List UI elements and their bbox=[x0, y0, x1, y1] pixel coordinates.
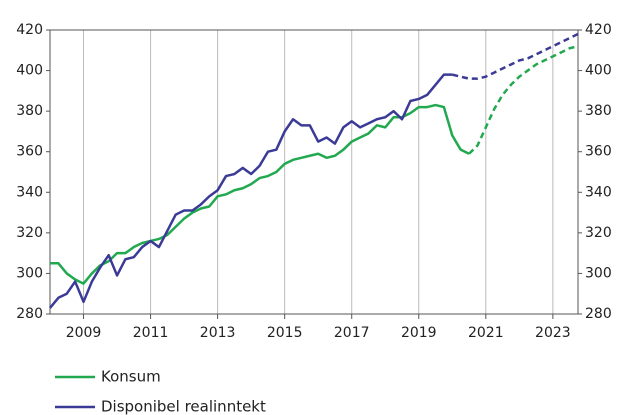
series-line bbox=[50, 103, 470, 285]
y2-tick-label: 300 bbox=[585, 265, 612, 281]
x-tick-label: 2011 bbox=[133, 325, 169, 341]
x-tick-label: 2015 bbox=[267, 325, 303, 341]
y-tick-label: 280 bbox=[16, 306, 43, 322]
legend-label: Konsum bbox=[101, 368, 161, 386]
series-line bbox=[49, 73, 453, 309]
y2-tick-label: 320 bbox=[585, 225, 612, 241]
y-tick-label: 340 bbox=[16, 184, 43, 200]
x-tick-label: 2021 bbox=[468, 325, 504, 341]
y-tick-label: 400 bbox=[16, 63, 43, 79]
y2-tick-label: 360 bbox=[585, 144, 612, 160]
y-tick-label: 360 bbox=[16, 144, 43, 160]
projection-line bbox=[451, 32, 579, 80]
x-tick-label: 2019 bbox=[401, 325, 437, 341]
y-tick-label: 380 bbox=[16, 103, 43, 119]
y2-tick-label: 380 bbox=[585, 103, 612, 119]
y2-tick-label: 280 bbox=[585, 306, 612, 322]
y2-tick-label: 400 bbox=[585, 63, 612, 79]
x-tick-label: 2023 bbox=[535, 325, 571, 341]
plot-frame bbox=[49, 29, 579, 315]
x-tick-label: 2013 bbox=[200, 325, 236, 341]
x-tick-label: 2009 bbox=[66, 325, 102, 341]
y2-tick-label: 340 bbox=[585, 184, 612, 200]
legend-label: Disponibel realinntekt bbox=[101, 398, 266, 415]
y-tick-label: 320 bbox=[16, 225, 43, 241]
x-tick-label: 2017 bbox=[334, 325, 370, 341]
projection-line bbox=[468, 45, 579, 155]
y-tick-label: 300 bbox=[16, 265, 43, 281]
y-tick-label: 420 bbox=[16, 22, 43, 38]
y2-tick-label: 420 bbox=[585, 22, 612, 38]
